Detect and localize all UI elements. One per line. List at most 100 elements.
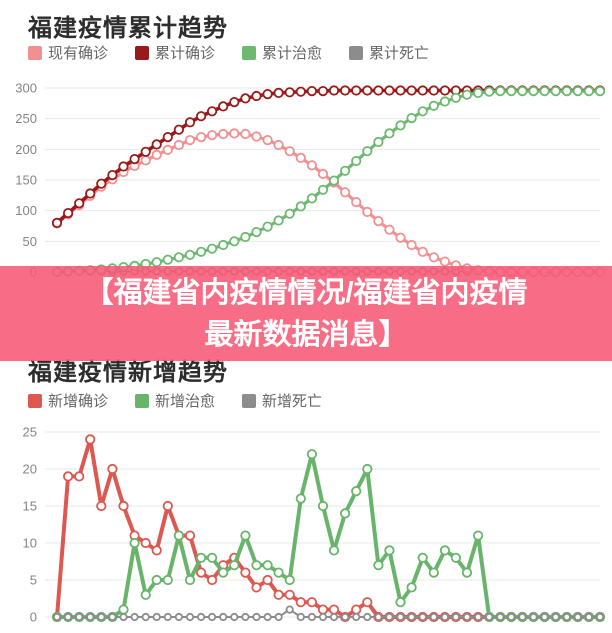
data-point-marker — [461, 567, 473, 578]
data-point-marker — [417, 85, 428, 96]
data-point-marker — [207, 106, 218, 117]
data-point-marker — [373, 136, 384, 148]
data-point-marker — [86, 612, 95, 622]
data-point-marker — [373, 560, 384, 571]
data-point-marker — [251, 90, 262, 102]
data-point-marker — [218, 128, 229, 140]
data-point-marker — [240, 231, 251, 243]
data-point-marker — [174, 612, 183, 622]
data-point-marker — [219, 612, 228, 622]
data-point-marker — [240, 567, 251, 578]
cumulative-chart-title: 福建疫情累计趋势 — [28, 15, 228, 42]
data-point-marker — [273, 567, 284, 578]
data-point-marker — [240, 530, 251, 541]
data-point-marker — [484, 86, 495, 97]
data-point-marker — [284, 574, 295, 586]
y-axis-tick-label: 300 — [15, 81, 37, 96]
data-point-marker — [306, 449, 317, 460]
data-point-marker — [107, 463, 118, 475]
y-axis-tick-label: 25 — [23, 425, 37, 440]
data-point-marker — [450, 92, 461, 103]
data-point-marker — [108, 612, 117, 622]
data-point-marker — [395, 232, 406, 243]
data-point-marker — [118, 604, 129, 615]
data-point-marker — [207, 243, 218, 254]
legend-item-累计治愈[interactable]: 累计治愈 — [242, 42, 322, 63]
data-point-marker — [417, 106, 428, 117]
data-point-marker — [162, 500, 173, 512]
legend-item-新增死亡[interactable]: 新增死亡 — [242, 390, 322, 411]
data-point-marker — [140, 537, 151, 549]
data-point-marker — [197, 612, 206, 622]
data-point-marker — [385, 612, 394, 622]
data-point-marker — [230, 612, 239, 622]
data-point-marker — [396, 612, 405, 622]
data-point-marker — [429, 612, 438, 622]
data-point-marker — [295, 597, 306, 608]
data-point-marker — [439, 256, 450, 267]
data-point-marker — [173, 124, 184, 135]
legend-item-现有确诊[interactable]: 现有确诊 — [28, 42, 108, 63]
data-point-marker — [151, 139, 162, 150]
y-axis-tick-label: 50 — [23, 234, 37, 249]
data-point-marker — [340, 612, 350, 622]
data-point-marker — [296, 612, 305, 622]
data-point-marker — [140, 155, 151, 166]
data-point-marker — [306, 597, 317, 608]
data-point-marker — [428, 100, 439, 111]
legend-swatch-icon — [135, 45, 150, 60]
data-point-marker — [384, 85, 395, 96]
legend-item-新增确诊[interactable]: 新增确诊 — [28, 390, 108, 411]
cumulative-chart-plot[interactable]: 050100150200250300 — [0, 70, 612, 285]
y-axis-tick-label: 20 — [23, 462, 37, 477]
data-point-marker — [451, 612, 460, 622]
data-point-marker — [207, 130, 218, 141]
data-point-marker — [406, 239, 417, 251]
data-point-marker — [529, 612, 538, 622]
legend-item-新增治愈[interactable]: 新增治愈 — [135, 390, 215, 411]
data-point-marker — [74, 471, 85, 482]
data-point-marker — [196, 246, 207, 257]
data-point-marker — [51, 217, 63, 228]
data-point-marker — [428, 252, 439, 263]
data-point-marker — [417, 552, 428, 563]
data-point-marker — [561, 86, 572, 97]
data-point-marker — [507, 612, 516, 622]
data-point-marker — [273, 589, 284, 600]
data-point-marker — [496, 612, 505, 622]
legend-label: 新增死亡 — [262, 393, 323, 410]
data-point-marker — [339, 508, 351, 519]
data-point-marker — [295, 201, 306, 212]
data-point-marker — [572, 86, 583, 97]
data-point-marker — [129, 537, 140, 549]
data-point-marker — [306, 160, 317, 171]
data-point-marker — [328, 604, 340, 615]
data-point-marker — [118, 500, 129, 512]
y-axis-tick-label: 200 — [15, 142, 37, 157]
new-chart-plot[interactable]: 0 5 10 15 20 25 — [0, 420, 612, 633]
data-point-marker — [373, 216, 384, 227]
data-point-marker — [363, 612, 372, 622]
data-point-marker — [218, 239, 229, 251]
data-point-marker — [539, 86, 550, 97]
data-point-marker — [251, 227, 262, 238]
data-point-marker — [317, 604, 329, 615]
legend-label: 累计死亡 — [369, 45, 430, 62]
legend-item-累计确诊[interactable]: 累计确诊 — [135, 42, 215, 63]
legend-swatch-icon — [28, 45, 42, 60]
data-point-marker — [395, 597, 406, 608]
legend-label: 累计确诊 — [155, 45, 216, 62]
data-point-marker — [318, 612, 328, 622]
data-point-marker — [262, 221, 273, 232]
data-point-marker — [196, 567, 207, 578]
data-point-marker — [406, 85, 417, 96]
data-point-marker — [306, 86, 317, 97]
data-point-marker — [518, 612, 527, 622]
data-point-marker — [295, 86, 306, 97]
series-line-现有确诊 — [55, 131, 602, 274]
new-chart-title: 福建疫情新增趋势 — [28, 359, 228, 386]
legend-item-累计死亡[interactable]: 累计死亡 — [349, 42, 429, 63]
legend-label: 新增确诊 — [48, 393, 109, 410]
data-point-marker — [428, 85, 439, 96]
